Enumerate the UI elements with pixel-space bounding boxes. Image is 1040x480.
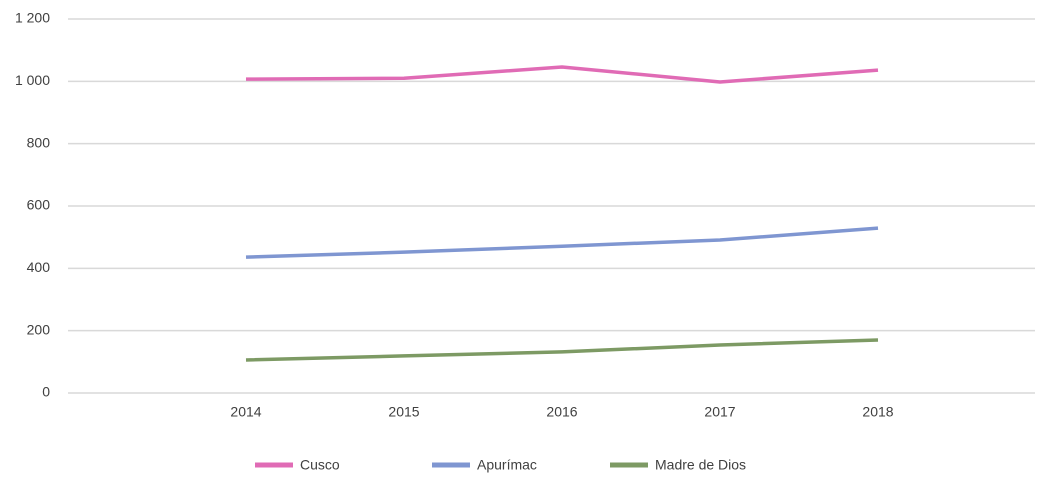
legend-label: Apurímac xyxy=(477,457,537,473)
series-line xyxy=(245,226,879,259)
legend-label: Madre de Dios xyxy=(655,457,746,473)
series-line xyxy=(245,338,879,362)
x-tick-label: 2017 xyxy=(704,404,735,420)
y-tick-label: 200 xyxy=(27,321,51,337)
y-tick-label: 600 xyxy=(27,197,51,213)
y-tick-label: 400 xyxy=(27,259,51,275)
legend-label: Cusco xyxy=(300,457,340,473)
y-tick-label: 1 200 xyxy=(15,10,50,26)
x-tick-label: 2014 xyxy=(230,404,261,420)
x-tick-label: 2018 xyxy=(862,404,893,420)
y-tick-label: 800 xyxy=(27,134,51,150)
x-tick-label: 2015 xyxy=(388,404,419,420)
x-tick-label: 2016 xyxy=(546,404,577,420)
y-tick-label: 1 000 xyxy=(15,72,50,88)
series-line xyxy=(245,65,879,84)
y-tick-label: 0 xyxy=(42,384,50,400)
